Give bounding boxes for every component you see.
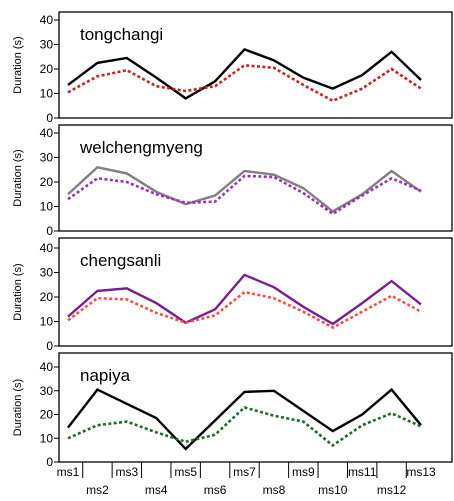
x-tick-label: ms6 <box>204 483 227 497</box>
y-tick-label: 10 <box>40 315 54 329</box>
y-tick-label: 10 <box>40 431 54 445</box>
series-line-2 <box>67 63 422 103</box>
panel-frame <box>58 11 453 119</box>
panel-title: chengsanli <box>80 251 161 270</box>
x-tick-label: ms7 <box>233 465 256 479</box>
y-tick-label: 10 <box>40 87 54 101</box>
series-line-1 <box>67 273 422 326</box>
y-tick-label: 30 <box>40 266 54 280</box>
y-tick-label: 0 <box>46 224 53 238</box>
panel-frame <box>58 352 453 463</box>
y-tick-label: 30 <box>40 38 54 52</box>
x-tick-label: ms8 <box>263 483 286 497</box>
x-tick-label: ms4 <box>145 483 168 497</box>
x-tick-label: ms2 <box>86 483 109 497</box>
y-tick-label: 20 <box>40 175 54 189</box>
x-tick-label: ms10 <box>318 483 348 497</box>
y-axis-label: Duration (s) <box>12 379 24 436</box>
x-tick-label: ms3 <box>115 465 138 479</box>
panel-title: napiya <box>80 366 131 385</box>
y-tick-label: 0 <box>46 339 53 353</box>
x-tick-label: ms5 <box>174 465 197 479</box>
y-tick-label: 20 <box>40 408 54 422</box>
y-tick-label: 30 <box>40 151 54 165</box>
panel-frame <box>58 124 453 232</box>
series-line-1 <box>67 166 422 213</box>
panel-title: welchengmyeng <box>79 138 203 157</box>
series-line-1 <box>67 47 422 100</box>
x-tick-label: ms11 <box>348 465 377 479</box>
panel-frame <box>58 237 453 347</box>
y-axis-label: Duration (s) <box>12 263 24 320</box>
x-tick-label: ms13 <box>406 465 436 479</box>
y-tick-label: 20 <box>40 62 54 76</box>
series-line-2 <box>67 174 422 216</box>
x-tick-label: ms12 <box>377 483 407 497</box>
y-axis-label: Duration (s) <box>12 36 24 93</box>
y-tick-label: 0 <box>46 111 53 125</box>
panel-title: tongchangi <box>80 25 163 44</box>
y-tick-label: 30 <box>40 384 54 398</box>
x-tick-label: ms1 <box>57 465 80 479</box>
series-line-2 <box>67 405 422 448</box>
y-tick-label: 20 <box>40 290 54 304</box>
y-tick-label: 40 <box>40 241 54 255</box>
y-tick-label: 10 <box>40 200 54 214</box>
y-tick-label: 40 <box>40 126 54 140</box>
series-line-1 <box>67 387 422 451</box>
series-line-2 <box>67 290 422 330</box>
y-tick-label: 0 <box>46 455 53 469</box>
x-tick-label: ms9 <box>292 465 315 479</box>
y-tick-label: 40 <box>40 360 54 374</box>
y-axis-label: Duration (s) <box>12 149 24 206</box>
y-tick-label: 40 <box>40 13 54 27</box>
